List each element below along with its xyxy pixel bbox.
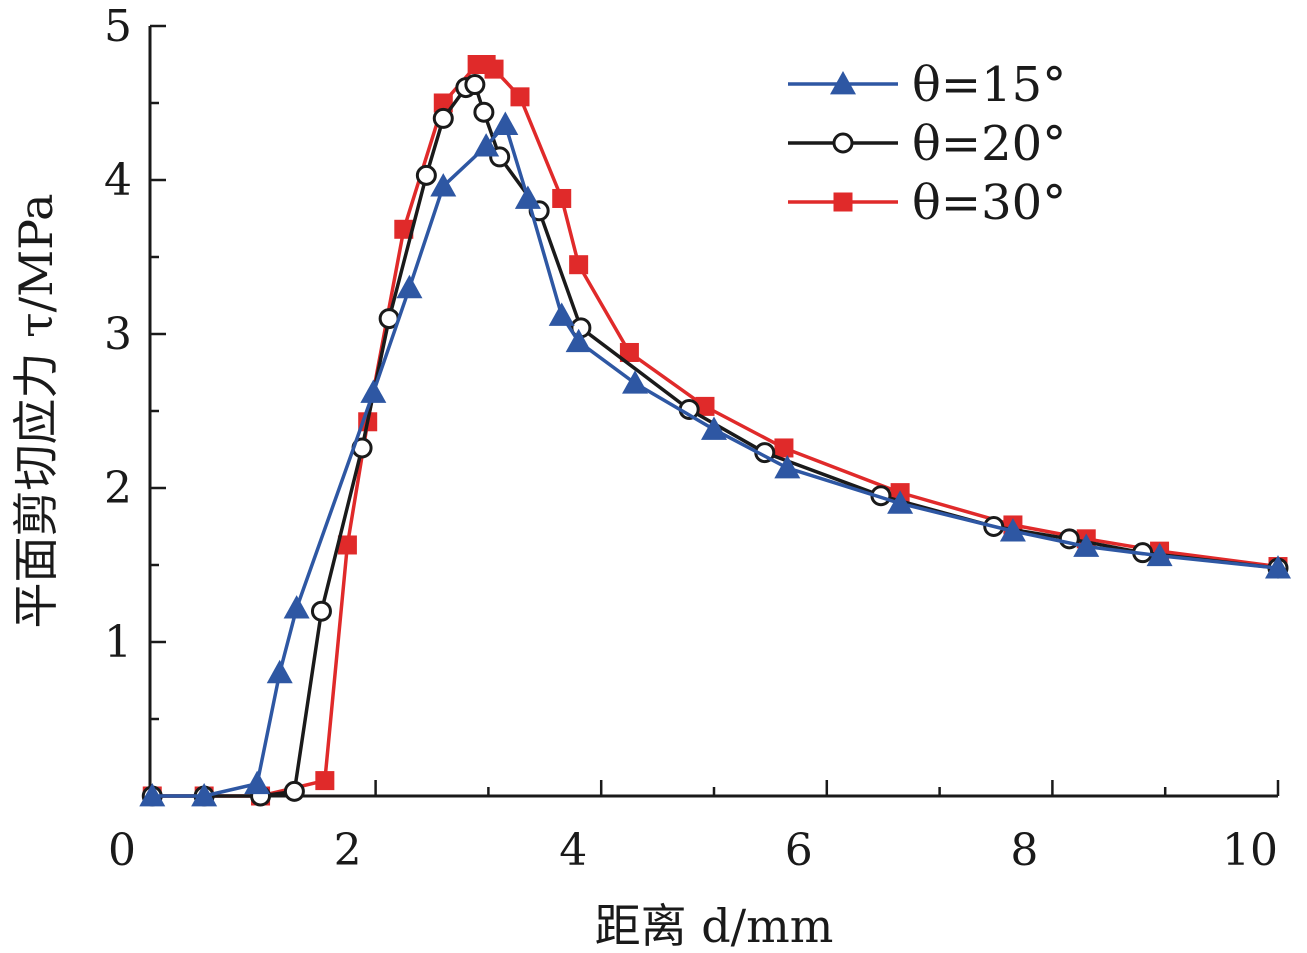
data-point xyxy=(266,659,293,684)
y-tick-label: 5 xyxy=(104,1,132,52)
data-point xyxy=(432,107,454,129)
x-tick-label: 6 xyxy=(785,825,813,876)
legend-label: θ=20° xyxy=(912,116,1066,172)
x-tick-label: 0 xyxy=(108,825,136,876)
series-line xyxy=(152,62,1279,798)
data-point xyxy=(415,164,437,186)
data-point xyxy=(244,770,271,795)
series-2 xyxy=(141,74,1289,807)
x-tick-label: 10 xyxy=(1222,825,1278,876)
data-point xyxy=(283,595,310,619)
y-axis-label: 平面剪切应力 τ/MPa xyxy=(9,194,63,629)
legend-marker xyxy=(832,132,854,154)
data-point xyxy=(283,780,305,802)
legend-marker xyxy=(830,71,856,95)
legend-label: θ=15° xyxy=(912,57,1066,113)
data-point xyxy=(887,490,914,514)
series-line xyxy=(152,122,1279,798)
data-point xyxy=(622,370,649,394)
data-point xyxy=(473,101,495,123)
data-point xyxy=(337,535,357,555)
data-point xyxy=(514,185,541,209)
data-point xyxy=(310,600,332,622)
data-point xyxy=(701,416,727,440)
legend-label: θ=30° xyxy=(912,175,1066,231)
data-point xyxy=(552,188,572,208)
data-point xyxy=(774,454,801,479)
data-point xyxy=(569,255,589,275)
data-point xyxy=(484,59,504,79)
data-point xyxy=(999,518,1026,542)
data-point xyxy=(1073,533,1100,557)
data-point xyxy=(695,396,715,416)
legend-entry: θ=20° xyxy=(788,116,1066,172)
x-tick-label: 4 xyxy=(559,825,587,876)
data-point xyxy=(430,173,457,197)
data-point xyxy=(774,438,794,458)
data-point xyxy=(1265,555,1291,579)
data-point xyxy=(1146,542,1173,567)
data-point xyxy=(565,328,592,353)
data-point xyxy=(139,783,166,807)
data-point xyxy=(619,342,639,362)
legend-marker xyxy=(833,192,853,212)
data-point xyxy=(548,302,575,326)
data-point xyxy=(433,93,453,113)
legend: θ=15°θ=20°θ=30° xyxy=(788,57,1066,231)
data-point xyxy=(315,771,335,791)
x-tick-label: 8 xyxy=(1010,825,1038,876)
data-point xyxy=(510,87,530,107)
y-tick-label: 3 xyxy=(104,309,132,360)
data-point xyxy=(492,111,519,135)
y-tick-label: 4 xyxy=(104,155,132,206)
data-point xyxy=(191,783,218,807)
data-point xyxy=(394,219,414,239)
series-layer xyxy=(139,55,1291,807)
data-point xyxy=(396,274,423,299)
y-tick-label: 2 xyxy=(104,463,132,514)
data-point xyxy=(360,379,387,403)
data-point xyxy=(473,133,500,157)
data-point xyxy=(464,74,486,96)
legend-entry: θ=30° xyxy=(788,175,1066,231)
series-1 xyxy=(139,111,1291,807)
y-tick-label: 1 xyxy=(104,617,132,668)
legend-entry: θ=15° xyxy=(788,57,1066,113)
x-axis-label: 距离 d/mm xyxy=(595,899,834,953)
x-tick-label: 2 xyxy=(334,825,362,876)
series-line xyxy=(152,82,1279,798)
